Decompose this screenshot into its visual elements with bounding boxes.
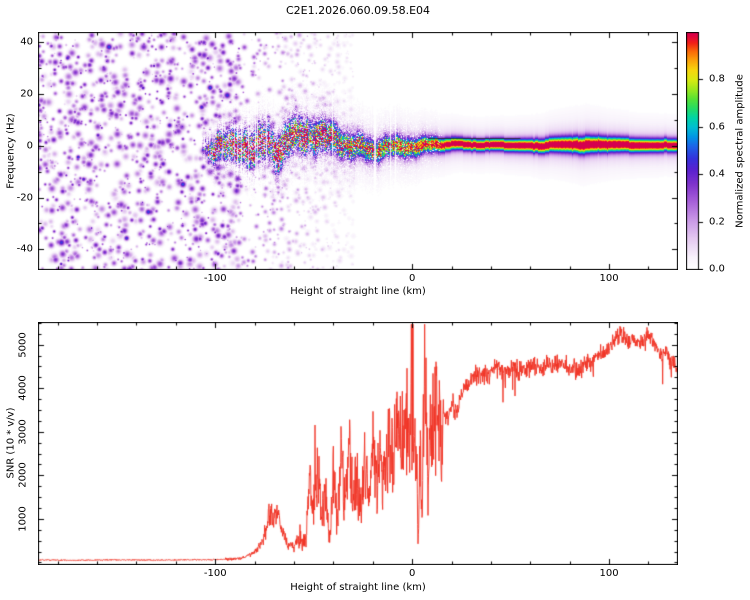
spectrogram-y-tick-label: -20 — [16, 192, 33, 204]
spectrogram-y-tick-label: 40 — [20, 36, 33, 48]
colorbar-tick-label: 0.4 — [709, 168, 725, 180]
snr-y-tick-label: 2000 — [17, 462, 29, 489]
colorbar-tick-label: 0.0 — [709, 263, 725, 275]
spectrogram-x-tick-label: 100 — [599, 273, 619, 284]
spectrogram-x-tick-label: 0 — [408, 273, 416, 284]
snr-x-tick-label: 0 — [408, 568, 416, 579]
spectrogram-x-tick-label: -100 — [203, 273, 227, 284]
spectrogram-y-tick-label: -40 — [16, 243, 33, 255]
figure-title: C2E1.2026.060.09.58.E04 — [285, 4, 431, 17]
colorbar-tick-label: 0.2 — [709, 216, 725, 228]
spectrogram-y-axis-label: Frequency (Hz) — [5, 113, 17, 189]
snr-x-axis-label: Height of straight line (km) — [290, 582, 426, 593]
snr-plot — [38, 322, 678, 565]
spectrogram-plot — [38, 32, 678, 270]
colorbar-tick-label: 0.6 — [709, 121, 725, 133]
snr-x-tick-label: -100 — [203, 568, 227, 579]
snr-y-tick-label: 4000 — [17, 375, 29, 401]
spectrogram-y-tick-label: 0 — [26, 140, 33, 152]
colorbar — [686, 32, 706, 270]
snr-y-axis-label: SNR (10 * v/v) — [5, 407, 17, 479]
snr-y-tick-label: 1000 — [17, 506, 29, 532]
colorbar-axis-label: Normalized spectral amplitude — [734, 74, 746, 228]
spectrogram-y-tick-label: 20 — [20, 88, 33, 100]
colorbar-tick-label: 0.8 — [709, 73, 725, 85]
spectrogram-x-axis-label: Height of straight line (km) — [290, 286, 426, 297]
snr-y-tick-label: 3000 — [17, 419, 29, 445]
snr-y-tick-label: 5000 — [17, 331, 29, 358]
snr-x-tick-label: 100 — [599, 568, 619, 579]
